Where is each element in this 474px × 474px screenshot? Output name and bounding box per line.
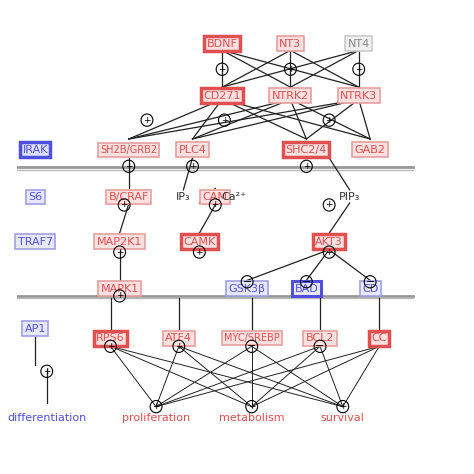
Text: GSK3β: GSK3β bbox=[228, 284, 265, 294]
Text: +: + bbox=[248, 402, 255, 411]
Text: +: + bbox=[325, 201, 333, 210]
Text: IP₃: IP₃ bbox=[176, 192, 191, 202]
Text: BDNF: BDNF bbox=[207, 39, 237, 49]
Text: +: + bbox=[325, 247, 333, 256]
Text: TRAF7: TRAF7 bbox=[18, 237, 53, 246]
Text: CD: CD bbox=[362, 284, 378, 294]
Text: SH2B/GRB2: SH2B/GRB2 bbox=[100, 145, 157, 155]
Text: −: − bbox=[315, 341, 325, 351]
Text: +: + bbox=[120, 201, 128, 210]
Text: +: + bbox=[189, 162, 196, 171]
Text: CAM: CAM bbox=[203, 192, 228, 202]
Text: +: + bbox=[175, 342, 182, 351]
Text: PIP₃: PIP₃ bbox=[339, 192, 360, 202]
Text: CC: CC bbox=[372, 333, 387, 343]
Text: metabolism: metabolism bbox=[219, 413, 284, 423]
Text: NT3: NT3 bbox=[279, 39, 301, 49]
Text: +: + bbox=[107, 342, 114, 351]
Text: AP1: AP1 bbox=[25, 324, 46, 334]
Text: ATF4: ATF4 bbox=[165, 333, 192, 343]
Text: CD271: CD271 bbox=[203, 91, 241, 100]
Text: NTRK3: NTRK3 bbox=[340, 91, 377, 100]
Text: B/CRAF: B/CRAF bbox=[109, 192, 149, 202]
Text: proliferation: proliferation bbox=[122, 413, 190, 423]
Text: −: − bbox=[301, 277, 311, 287]
Text: S6: S6 bbox=[28, 192, 42, 202]
Text: +: + bbox=[339, 402, 346, 411]
Text: MAP2K1: MAP2K1 bbox=[97, 237, 142, 246]
Text: GAB2: GAB2 bbox=[355, 145, 386, 155]
Text: differentiation: differentiation bbox=[7, 413, 86, 423]
Text: −: − bbox=[365, 277, 375, 287]
Text: BAD: BAD bbox=[294, 284, 318, 294]
Text: +: + bbox=[196, 247, 203, 256]
Text: +: + bbox=[116, 292, 123, 301]
Text: NTRK2: NTRK2 bbox=[272, 91, 309, 100]
Text: NT4: NT4 bbox=[347, 39, 370, 49]
Text: +: + bbox=[152, 402, 160, 411]
Text: +: + bbox=[211, 201, 219, 210]
Text: +: + bbox=[143, 116, 151, 125]
Text: BCL2: BCL2 bbox=[306, 333, 334, 343]
Text: IRAK: IRAK bbox=[23, 145, 48, 155]
Text: +: + bbox=[355, 65, 363, 74]
Text: MAPK1: MAPK1 bbox=[100, 284, 139, 294]
Text: SHC2/4: SHC2/4 bbox=[286, 145, 327, 155]
Text: AKT3: AKT3 bbox=[315, 237, 343, 246]
Text: RPS6: RPS6 bbox=[96, 333, 125, 343]
Text: +: + bbox=[287, 65, 294, 74]
Text: +: + bbox=[125, 162, 132, 171]
Text: survival: survival bbox=[321, 413, 365, 423]
Text: +: + bbox=[116, 247, 123, 256]
Text: Ca²⁺: Ca²⁺ bbox=[221, 192, 246, 202]
Text: MYC/SREBP: MYC/SREBP bbox=[224, 333, 280, 343]
Text: +: + bbox=[219, 65, 226, 74]
Text: CAMK: CAMK bbox=[183, 237, 216, 246]
Text: −: − bbox=[247, 341, 256, 351]
Text: PLC4: PLC4 bbox=[179, 145, 207, 155]
Text: +: + bbox=[302, 162, 310, 171]
Text: +: + bbox=[325, 116, 333, 125]
Text: −: − bbox=[243, 277, 252, 287]
Text: +: + bbox=[43, 367, 51, 376]
Text: +: + bbox=[220, 116, 228, 125]
